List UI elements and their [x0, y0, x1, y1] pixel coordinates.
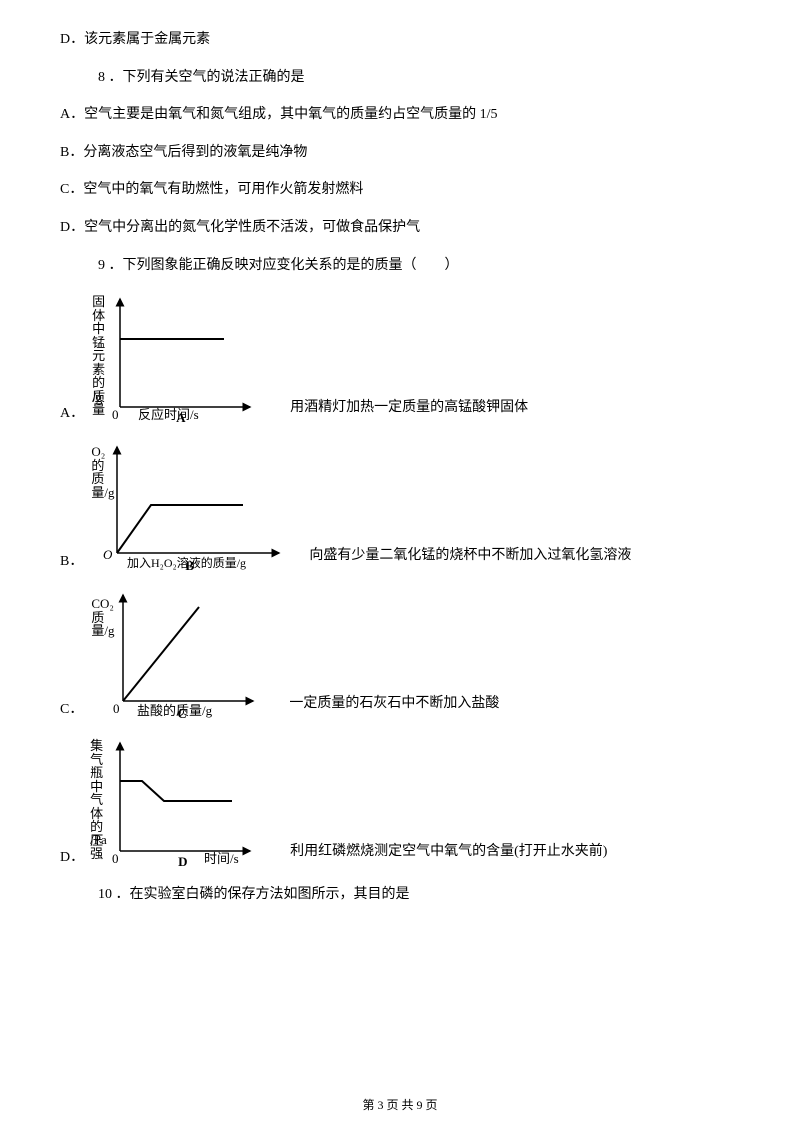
- q8-opt-a: A．空气主要是由氧气和氮气组成，其中氧气的质量约占空气质量的 1/5: [60, 105, 740, 125]
- chart-b-ylabel: O₂的质量/g: [91, 445, 107, 499]
- chart-b: O₂的质量/g O 加入H₂O₂溶液的质量/g B: [93, 441, 293, 571]
- page-footer: 第 3 页 共 9 页: [0, 1097, 800, 1114]
- opt-b-text: 向盛有少量二氧化锰的烧杯中不断加入过氧化氢溶液: [309, 546, 631, 572]
- chart-c-ylabel: CO₂质量/g: [91, 597, 111, 638]
- chart-c: CO₂质量/g 0 盐酸的质量/g C: [93, 589, 273, 719]
- chart-c-label: C: [177, 707, 186, 721]
- chart-d-yunit: /Pa: [90, 833, 107, 847]
- chart-a-label: A: [176, 411, 185, 425]
- opt-letter-b: B．: [60, 552, 83, 572]
- question-10: 10 ．在实验室白磷的保存方法如图所示，其目的是: [60, 885, 740, 905]
- opt-d-text: 利用红磷燃烧测定空气中氧气的含量(打开止水夹前): [290, 842, 607, 868]
- q9-option-a: A． 固体中锰元素的质量 /g 0 反应时间/s A 用酒精灯加热一定质量的高锰…: [60, 293, 740, 423]
- q9-option-d: D． 集气瓶中气体的压强 /Pa 0 时间/s D 利用红磷燃烧测定空气中氧气的…: [60, 737, 740, 867]
- chart-d-xlabel: 时间/s: [204, 851, 239, 866]
- svg-text:0: 0: [112, 407, 119, 422]
- opt-letter-d: D．: [60, 848, 84, 868]
- chart-c-xlabel: 盐酸的质量/g: [137, 703, 213, 718]
- opt-letter-a: A．: [60, 404, 84, 424]
- question-9: 9 ．下列图象能正确反映对应变化关系的是的质量（ ）: [60, 256, 740, 276]
- chart-b-label: B: [185, 559, 194, 573]
- opt-a-text: 用酒精灯加热一定质量的高锰酸钾固体: [290, 398, 528, 424]
- q8-opt-b: B．分离液态空气后得到的液氧是纯净物: [60, 143, 740, 163]
- chart-d: 集气瓶中气体的压强 /Pa 0 时间/s D: [94, 737, 274, 867]
- opt-c-text: 一定质量的石灰石中不断加入盐酸: [289, 694, 499, 720]
- svg-text:0: 0: [112, 851, 119, 866]
- chart-d-label: D: [178, 855, 187, 869]
- q9-option-c: C． CO₂质量/g 0 盐酸的质量/g C 一定质量的石灰石中不断加入盐酸: [60, 589, 740, 719]
- q8-opt-d: D．空气中分离出的氮气化学性质不活泼，可做食品保护气: [60, 218, 740, 238]
- q8-opt-c: C．空气中的氧气有助燃性，可用作火箭发射燃料: [60, 180, 740, 200]
- opt-letter-c: C．: [60, 700, 83, 720]
- chart-a-xlabel: 反应时间/s: [138, 407, 199, 422]
- chart-a-yunit: /g: [92, 391, 102, 405]
- chart-a: 固体中锰元素的质量 /g 0 反应时间/s A: [94, 293, 274, 423]
- option-d-prev: D．该元素属于金属元素: [60, 30, 740, 50]
- question-8: 8 ．下列有关空气的说法正确的是: [60, 68, 740, 88]
- q9-option-b: B． O₂的质量/g O 加入H₂O₂溶液的质量/g B 向盛有少量二氧化锰的烧…: [60, 441, 740, 571]
- svg-text:O: O: [103, 547, 113, 562]
- svg-text:0: 0: [113, 701, 120, 716]
